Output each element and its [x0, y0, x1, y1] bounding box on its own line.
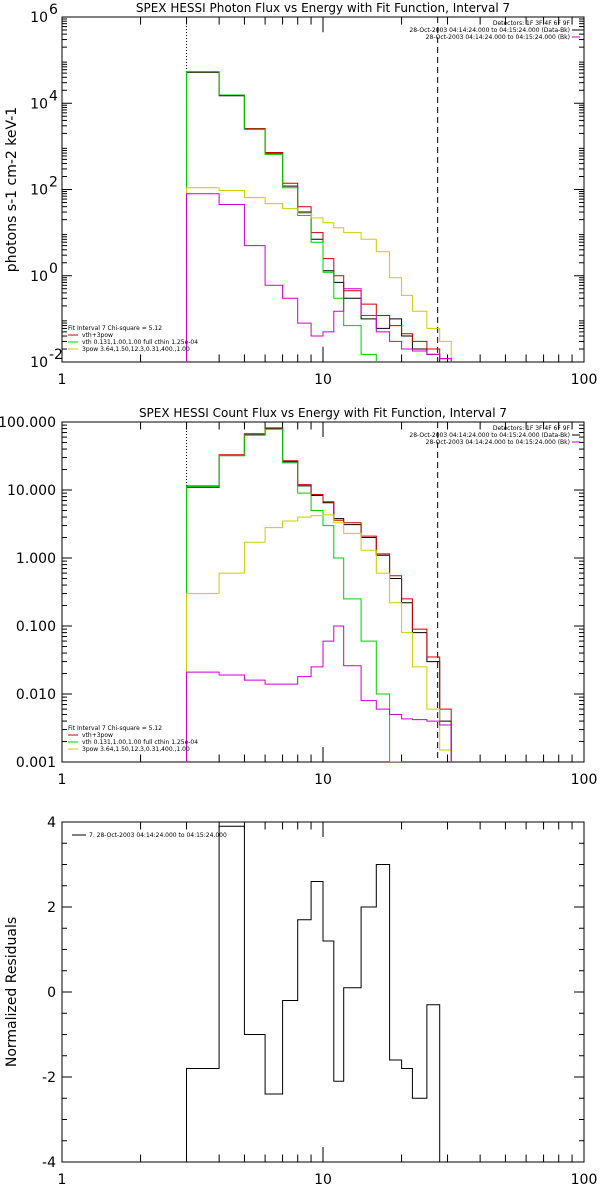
legend-top-text: Detectors: 1F 3F 4F 6F 9F	[493, 425, 571, 432]
y-tick-label: -4	[42, 1155, 56, 1171]
y-tick-label: 0.001	[16, 755, 56, 771]
y-tick-exponent: 2	[49, 175, 58, 191]
panel-residuals: 1 10 100 -4 -2 0 2 4 Normalized Residuals 7. 28-O…	[4, 815, 597, 1188]
legend-bottom-text: vth 0.131,1.00,1.00 full cthin 1.25e-04	[82, 339, 198, 346]
series-bk	[186, 193, 452, 362]
legend-bottom-text: Fit Interval 7 Chi-square = 5.12	[68, 325, 162, 332]
chart-title: SPEX HESSI Count Flux vs Energy with Fit…	[139, 406, 507, 420]
series-3pow	[186, 514, 452, 762]
series-vth	[186, 71, 377, 362]
legend-bottom-text: Fit Interval 7 Chi-square = 5.12	[68, 725, 162, 732]
y-axis-label: Normalized Residuals	[4, 917, 20, 1067]
panel-count: SPEX HESSI Count Flux vs Energy with Fit…	[0, 406, 597, 788]
legend-top-text: 28-Oct-2003 04:14:24.000 to 04:15:24.000…	[426, 34, 570, 41]
legend-top-text: 28-Oct-2003 04:14:24.000 to 04:15:24.000…	[426, 439, 570, 446]
y-tick-label: 0.100	[16, 619, 56, 635]
y-tick-label: 10	[30, 96, 48, 112]
series-data-bk	[186, 428, 452, 762]
series-group	[186, 427, 452, 762]
y-tick-exponent: -2	[49, 347, 63, 363]
series-vth	[186, 428, 403, 762]
x-tick-label: 100	[571, 772, 598, 788]
y-tick-exponent: 0	[49, 261, 58, 277]
x-tick-label: 100	[571, 1172, 598, 1188]
plot-frame	[61, 421, 585, 763]
x-tick-label: 10	[314, 372, 332, 388]
x-tick-label: 10	[314, 1172, 332, 1188]
y-tick-label: -2	[42, 1070, 56, 1086]
series-bk	[186, 625, 452, 762]
x-tick-label: 1	[58, 372, 67, 388]
y-tick-label: 10	[30, 355, 48, 371]
chart-title: SPEX HESSI Photon Flux vs Energy with Fi…	[136, 1, 510, 15]
y-tick-exponent: 4	[49, 88, 58, 104]
y-tick-label: 0.010	[16, 687, 56, 703]
series-group	[186, 71, 452, 362]
series-vth+3pow	[186, 427, 452, 762]
panel-photon: SPEX HESSI Photon Flux vs Energy with Fi…	[4, 1, 597, 388]
x-tick-label: 1	[58, 1172, 67, 1188]
y-tick-label: 10	[30, 183, 48, 199]
series-residuals	[186, 825, 441, 1162]
y-tick-label: 4	[47, 815, 56, 831]
legend-top-text: 28-Oct-2003 04:14:24.000 to 04:15:24.000…	[409, 432, 570, 439]
plot-frame	[61, 16, 585, 363]
legend-top-text: Detectors: 1F 3F 4F 6F 9F	[493, 20, 571, 27]
y-tick-label: 10	[30, 10, 48, 26]
legend-bottom-text: 3pow 3.64,1.50,12.3,0.31,400.,1.00	[82, 746, 190, 753]
x-tick-label: 100	[571, 372, 598, 388]
legend-top-text: 7. 28-Oct-2003 04:14:24.000 to 04:15:24.…	[89, 832, 227, 839]
y-tick-label: 100.000	[0, 415, 56, 431]
legend-top-text: 28-Oct-2003 04:14:24.000 to 04:15:24.000…	[409, 27, 570, 34]
y-tick-label: 10	[30, 269, 48, 285]
legend-bottom-text: vth+3pow	[82, 332, 113, 339]
y-tick-label: 10.000	[7, 483, 56, 499]
legend-bottom-text: vth 0.131,1.00,1.00 full cthin 1.25e-04	[82, 739, 198, 746]
series-group	[186, 825, 441, 1162]
y-tick-label: 2	[47, 900, 56, 916]
series-vth+3pow	[186, 71, 452, 362]
y-axis-label: photons s-1 cm-2 keV-1	[4, 107, 20, 272]
y-tick-exponent: 6	[49, 2, 58, 18]
legend-bottom-text: vth+3pow	[82, 732, 113, 739]
x-tick-label: 1	[58, 772, 67, 788]
legend-bottom-text: 3pow 3.64,1.50,12.3,0.31,400.,1.00	[82, 346, 190, 353]
y-tick-label: 1.000	[16, 551, 56, 567]
y-tick-label: 0	[47, 985, 56, 1001]
plot-frame	[61, 821, 585, 1163]
x-tick-label: 10	[314, 772, 332, 788]
series-3pow	[186, 187, 452, 362]
